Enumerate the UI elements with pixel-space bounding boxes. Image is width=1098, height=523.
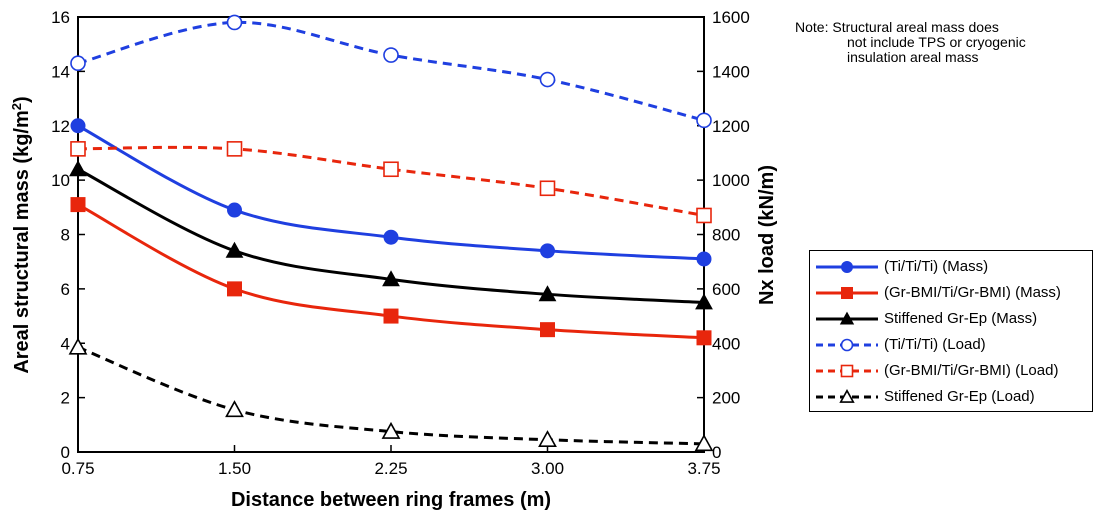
y-tick-label: 16	[51, 8, 70, 27]
data-point-3-3	[539, 71, 556, 88]
legend-swatch	[816, 287, 878, 299]
legend-marker	[839, 389, 855, 403]
y2-axis-title: Nx load (kN/m)	[756, 165, 778, 305]
legend-label: Stiffened Gr-Ep (Load)	[884, 388, 1035, 405]
legend-item: Stiffened Gr-Ep (Mass)	[810, 306, 1092, 332]
data-point-3-0	[70, 55, 86, 72]
y-tick-label: 8	[61, 226, 70, 245]
legend-item: (Ti/Ti/Ti) (Mass)	[810, 254, 1092, 280]
x-axis-ticks: 0.75 1.50 2.25 3.00 3.75	[61, 445, 721, 478]
y-tick-label: 4	[61, 334, 70, 353]
y-tick-label: 12	[51, 117, 70, 136]
data-point-0-1	[227, 202, 242, 218]
data-point-3-4	[696, 112, 712, 129]
y2-tick-label: 600	[712, 280, 740, 299]
data-point-4-2	[383, 161, 399, 178]
data-point-3-2	[383, 47, 399, 63]
y2-tick-label: 400	[712, 334, 740, 353]
y2-tick-label: 0	[712, 443, 721, 462]
x-tick-label: 1.50	[218, 459, 251, 478]
data-point-5-0	[68, 337, 88, 355]
legend-item: (Gr-BMI/Ti/Gr-BMI) (Load)	[810, 358, 1092, 384]
legend-marker	[840, 338, 854, 352]
data-point-4-1	[226, 141, 243, 157]
x-tick-label: 0.75	[61, 459, 94, 478]
legend-label: (Ti/Ti/Ti) (Mass)	[884, 258, 989, 275]
legend-item: (Gr-BMI/Ti/Gr-BMI) (Mass)	[810, 280, 1092, 306]
legend-item: (Ti/Ti/Ti) (Load)	[810, 332, 1092, 358]
legend-marker	[840, 364, 854, 378]
legend-marker	[839, 311, 855, 325]
note-line-2: not include TPS or cryogenic	[847, 34, 1026, 50]
data-point-1-1	[227, 281, 242, 297]
right-axis-ticks: 0 200 400 600 800 1000 1200 1400 1600	[697, 8, 750, 462]
data-point-2-0	[69, 160, 87, 177]
x-axis-title: Distance between ring frames (m)	[231, 489, 551, 511]
legend-label: (Gr-BMI/Ti/Gr-BMI) (Mass)	[884, 284, 1061, 301]
legend-item: Stiffened Gr-Ep (Load)	[810, 384, 1092, 410]
series-line-4	[77, 145, 705, 217]
note-line-3: insulation areal mass	[847, 49, 979, 65]
data-point-4-0	[70, 141, 86, 157]
data-point-0-3	[540, 243, 555, 259]
data-point-5-3	[538, 430, 557, 448]
legend-marker	[841, 261, 853, 273]
legend-swatch	[816, 338, 878, 352]
x-tick-label: 3.00	[531, 459, 564, 478]
y-tick-label: 6	[61, 280, 70, 299]
data-point-5-1	[225, 400, 244, 418]
legend-label: Stiffened Gr-Ep (Mass)	[884, 310, 1038, 327]
y-axis-title-main: Areal structural mass (kg/m	[11, 110, 33, 373]
legend: (Ti/Ti/Ti) (Mass) (Gr-BMI/Ti/Gr-BMI) (Mas…	[809, 250, 1093, 412]
y2-tick-label: 1600	[712, 8, 750, 27]
y-axis-title-sup: 2	[9, 103, 24, 110]
y2-tick-label: 800	[712, 226, 740, 245]
data-point-1-2	[383, 308, 399, 324]
x-tick-label: 2.25	[374, 459, 407, 478]
y2-tick-label: 1000	[712, 171, 750, 190]
y-tick-label: 0	[61, 443, 70, 462]
data-point-3-1	[226, 14, 243, 31]
y2-tick-label: 1200	[712, 117, 750, 136]
data-point-1-3	[540, 322, 555, 338]
data-point-2-1	[225, 241, 244, 258]
legend-label: (Gr-BMI/Ti/Gr-BMI) (Load)	[884, 362, 1059, 379]
data-point-0-2	[383, 229, 399, 245]
data-point-1-4	[696, 330, 712, 346]
data-point-5-4	[694, 434, 714, 452]
y-axis-title: Areal structural mass (kg/m2)	[9, 96, 33, 373]
note: Note: Structural areal mass does not inc…	[795, 20, 1026, 65]
data-point-4-3	[539, 180, 556, 197]
data-point-2-3	[538, 285, 557, 302]
note-line-1: Note: Structural areal mass does	[795, 19, 999, 35]
data-point-0-0	[70, 118, 86, 134]
y-tick-label: 14	[51, 62, 70, 81]
legend-swatch	[816, 261, 878, 273]
legend-marker	[841, 287, 853, 299]
y2-tick-label: 200	[712, 389, 740, 408]
legend-swatch	[816, 389, 878, 403]
data-point-2-4	[695, 293, 713, 310]
legend-swatch	[816, 311, 878, 325]
x-tick-label: 3.75	[687, 459, 720, 478]
data-point-0-4	[696, 251, 712, 267]
data-point-2-2	[382, 270, 400, 287]
legend-label: (Ti/Ti/Ti) (Load)	[884, 336, 986, 353]
data-point-5-2	[381, 421, 401, 439]
left-axis-ticks: 0 2 4 6 8 10 12 14 16	[51, 8, 85, 462]
y-tick-label: 2	[61, 389, 70, 408]
data-point-4-4	[696, 207, 712, 224]
data-point-1-0	[70, 197, 86, 213]
legend-swatch	[816, 364, 878, 378]
y2-tick-label: 1400	[712, 62, 750, 81]
series-markers	[68, 14, 714, 452]
y-axis-title-end: )	[11, 96, 33, 103]
y-tick-label: 10	[51, 171, 70, 190]
